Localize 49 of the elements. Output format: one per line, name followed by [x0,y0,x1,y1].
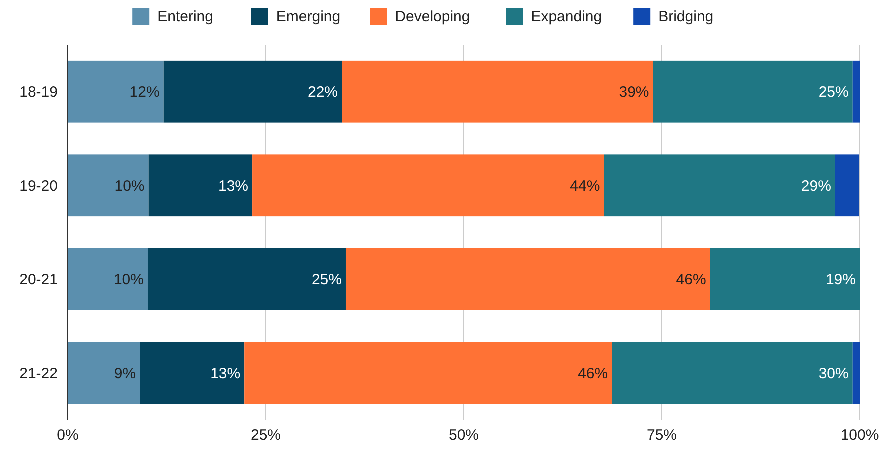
legend-label: Developing [395,8,470,26]
data-label: 13% [218,178,249,195]
bar [244,342,612,404]
x-tick-label: 50% [448,427,480,444]
x-tick-label: 100% [840,427,880,444]
bar [68,60,164,123]
data-label: 12% [130,84,160,102]
x-tick-label: 75% [646,427,678,444]
data-label: 25% [818,84,849,102]
data-label: 10% [114,272,144,289]
legend-label: Bridging [658,8,714,26]
bar [653,60,853,123]
bar [852,342,860,404]
x-tick-label: 0% [57,427,79,444]
bar [68,248,148,310]
legend-label: Expanding [531,8,602,26]
y-tick-label: 21-22 [20,365,58,382]
bar [612,342,853,404]
data-label: 30% [818,365,849,382]
bar [346,248,710,310]
bar [140,342,245,404]
data-label: 46% [578,365,608,382]
legend-label: Emerging [276,8,341,26]
data-label: 29% [801,178,832,195]
bar [835,154,860,217]
x-tick-label: 25% [250,427,282,444]
bar [342,60,654,123]
y-tick-label: 20-21 [20,272,58,289]
bar [252,154,604,217]
data-label: 22% [308,84,338,102]
data-label: 13% [210,365,241,382]
data-label: 9% [114,365,136,382]
bar [710,248,860,310]
bar [148,248,346,310]
legend-label: Entering [158,8,214,26]
y-tick-label: 18-19 [20,84,58,102]
bar [68,154,149,217]
bar [68,342,140,404]
data-label: 25% [312,272,342,289]
data-label: 10% [114,178,145,195]
bar [164,60,342,123]
bar [852,60,860,123]
data-label: 19% [826,272,856,289]
bar [148,154,253,217]
bar [604,154,836,217]
data-label: 39% [619,84,650,102]
y-tick-label: 19-20 [20,178,58,195]
data-label: 46% [676,272,706,289]
data-label: 44% [570,178,600,195]
